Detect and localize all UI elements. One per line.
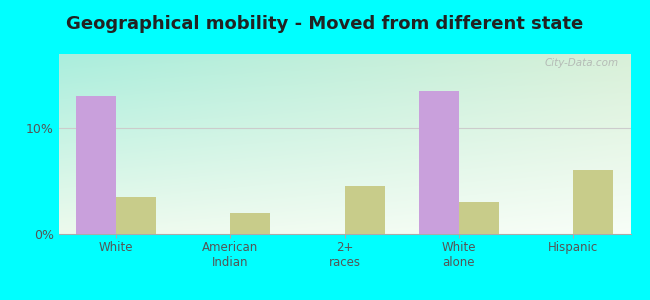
Bar	[419, 91, 459, 234]
Bar	[459, 202, 499, 234]
Bar	[230, 213, 270, 234]
Text: City-Data.com: City-Data.com	[545, 58, 619, 68]
Bar	[75, 96, 116, 234]
Bar	[344, 186, 385, 234]
Bar	[116, 197, 156, 234]
Text: Geographical mobility - Moved from different state: Geographical mobility - Moved from diffe…	[66, 15, 584, 33]
Bar	[573, 170, 614, 234]
